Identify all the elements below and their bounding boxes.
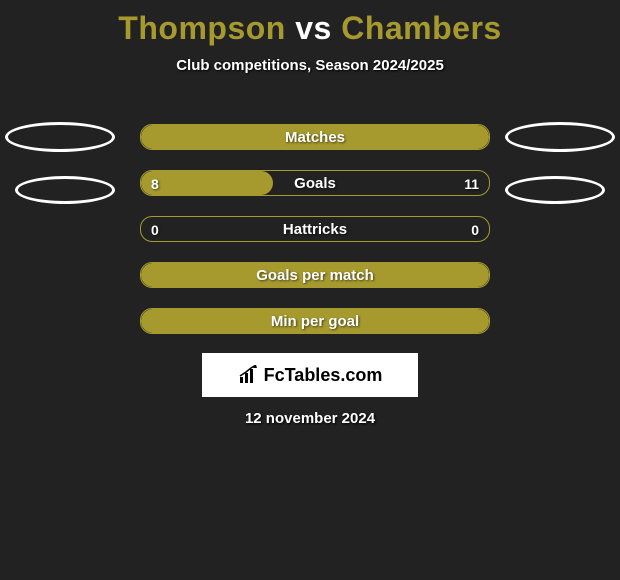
brand-box: FcTables.com: [202, 353, 418, 397]
player1-name: Thompson: [118, 10, 286, 46]
chart-icon: [238, 365, 260, 385]
date-text: 12 november 2024: [0, 410, 620, 427]
comparison-title: Thompson vs Chambers: [0, 0, 620, 47]
stat-bar-row: Min per goal: [140, 308, 490, 334]
stat-bar-row: Goals per match: [140, 262, 490, 288]
stat-bar-row: Matches: [140, 124, 490, 150]
player1-badge-placeholder: [15, 176, 115, 204]
stat-bar-label: Goals: [141, 171, 489, 195]
stat-bar-value-right: 0: [471, 217, 479, 241]
stats-bars: Matches Goals8 11 Hattricks0 0 Goals per matc…: [140, 124, 490, 354]
stat-bar-value-left: 8: [151, 171, 159, 195]
stat-bar-label: Min per goal: [141, 309, 489, 333]
player1-photo-placeholder: [5, 122, 115, 152]
player2-name: Chambers: [341, 10, 502, 46]
stat-bar-row: Hattricks0 0: [140, 216, 490, 242]
stat-bar-row: Goals8 11: [140, 170, 490, 196]
player2-badge-placeholder: [505, 176, 605, 204]
vs-text: vs: [295, 10, 332, 46]
stat-bar-label: Matches: [141, 125, 489, 149]
stat-bar-value-right: 11: [464, 171, 479, 195]
stat-bar-value-left: 0: [151, 217, 159, 241]
subtitle: Club competitions, Season 2024/2025: [0, 57, 620, 74]
player2-photo-placeholder: [505, 122, 615, 152]
brand-text: FcTables.com: [264, 365, 383, 386]
stat-bar-label: Hattricks: [141, 217, 489, 241]
stat-bar-label: Goals per match: [141, 263, 489, 287]
